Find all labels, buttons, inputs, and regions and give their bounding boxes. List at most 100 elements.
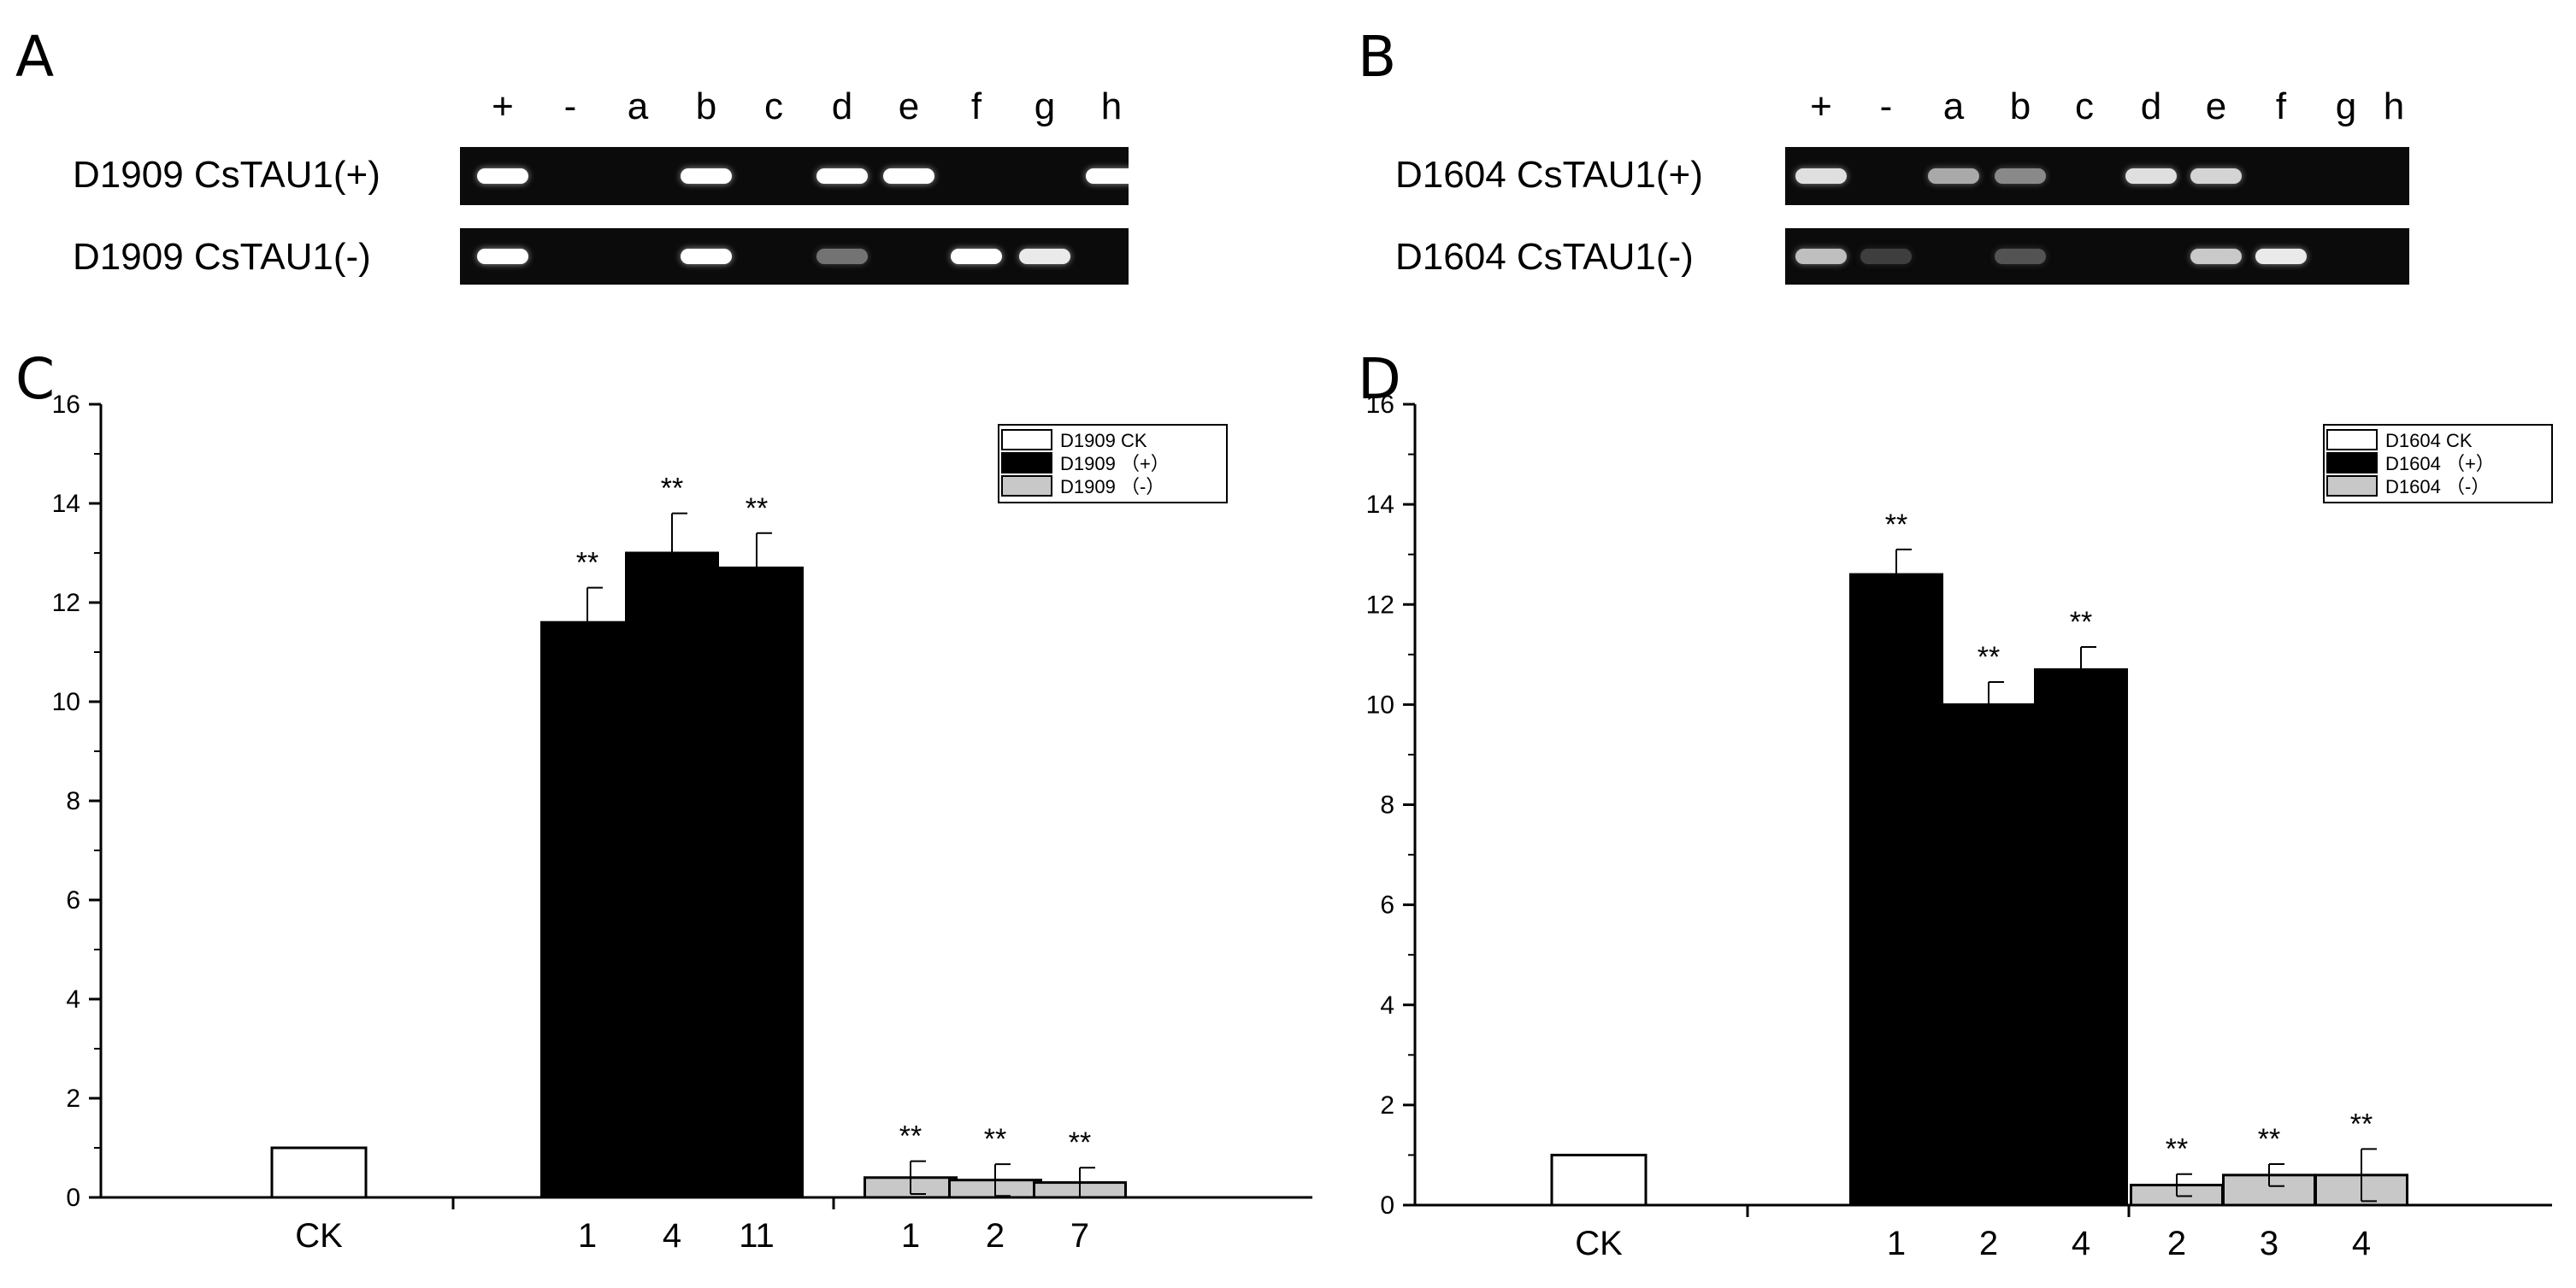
legend-swatch <box>2326 475 2378 497</box>
x-tick-label: 1 <box>1887 1225 1906 1262</box>
panel-letter-d: D <box>1358 346 1401 412</box>
legend-swatch <box>1001 429 1052 450</box>
gel-band <box>816 249 868 264</box>
significance-label: ** <box>1978 641 2000 673</box>
y-tick-label: 6 <box>1380 891 1394 920</box>
gel-b-lane-label: + <box>1810 85 1832 127</box>
legend-label: D1909 （+） <box>1060 453 1170 474</box>
legend-label: D1604 CK <box>2385 430 2473 451</box>
gel-a-row1-label: D1909 CsTAU1(+) <box>73 154 380 196</box>
gel-b-lane-label: c <box>2075 85 2094 127</box>
bar <box>710 566 804 1199</box>
legend-swatch <box>1001 475 1052 497</box>
x-tick-label: 7 <box>1070 1217 1089 1255</box>
gel-band <box>951 249 1002 264</box>
panel-letter-c: C <box>15 346 56 412</box>
gel-a-lane-label: h <box>1100 85 1123 127</box>
bar <box>625 551 719 1199</box>
gel-b-lane-label: g <box>2335 85 2357 127</box>
gel-b-row1-image <box>1785 147 2409 205</box>
gel-b-lane-label: b <box>2009 85 2031 127</box>
significance-label: ** <box>1069 1126 1091 1159</box>
significance-label: ** <box>2166 1133 2188 1166</box>
y-tick-label: 14 <box>52 490 80 518</box>
panel-letter-b: B <box>1358 24 1397 90</box>
legend-swatch <box>2326 452 2378 473</box>
gel-a-row2-image <box>460 228 1129 285</box>
gel-a-lane-label: d <box>831 85 853 127</box>
significance-label: ** <box>2350 1108 2373 1140</box>
gel-band <box>681 249 732 264</box>
y-tick-label: 4 <box>1380 991 1394 1020</box>
significance-label: ** <box>1885 509 1907 541</box>
gel-a-row1-image <box>460 147 1137 205</box>
gel-b-lane-label: f <box>2275 85 2287 127</box>
y-tick-label: 14 <box>1366 491 1394 519</box>
gel-a-lane-label: b <box>695 85 717 127</box>
gel-b-lane-label: h <box>2383 85 2405 127</box>
gel-b-lane-label: e <box>2205 85 2227 127</box>
gel-b-lane-label: d <box>2140 85 2162 127</box>
bar <box>270 1146 368 1199</box>
y-tick-label: 16 <box>1366 391 1394 419</box>
y-tick-label: 4 <box>66 985 80 1014</box>
gel-a-row2-label: D1909 CsTAU1(-) <box>73 236 371 278</box>
y-tick-label: 0 <box>66 1184 80 1212</box>
gel-band <box>2255 249 2307 264</box>
bar <box>2034 668 2128 1207</box>
gel-band <box>2190 249 2242 264</box>
x-tick-label: 1 <box>578 1217 597 1255</box>
gel-band <box>883 168 934 184</box>
x-tick-label: 2 <box>986 1217 1005 1255</box>
x-group-label: CK <box>295 1217 343 1255</box>
x-tick-label: 11 <box>739 1217 775 1255</box>
x-tick-label: 2 <box>1979 1225 1998 1262</box>
x-tick-label: 4 <box>2352 1225 2371 1262</box>
gel-a-lane-label: g <box>1034 85 1056 127</box>
significance-label: ** <box>661 473 683 505</box>
y-tick-label: 12 <box>1366 591 1394 619</box>
x-tick-label: 4 <box>663 1217 681 1255</box>
gel-b-row1-label: D1604 CsTAU1(+) <box>1395 154 1703 196</box>
y-tick-label: 0 <box>1380 1191 1394 1220</box>
significance-label: ** <box>2070 606 2092 638</box>
y-tick-label: 6 <box>66 886 80 915</box>
gel-b-lane-label: a <box>1942 85 1965 127</box>
significance-label: ** <box>2258 1123 2280 1156</box>
gel-a-lane-label: c <box>764 85 783 127</box>
x-tick-label: 4 <box>2072 1225 2090 1262</box>
y-tick-label: 2 <box>66 1085 80 1113</box>
bar <box>540 620 634 1199</box>
y-tick-label: 16 <box>52 391 80 419</box>
gel-band <box>1795 168 1847 184</box>
x-tick-label: 3 <box>2260 1225 2278 1262</box>
gel-b-lane-label: - <box>1879 85 1893 127</box>
gel-band <box>1928 168 1979 184</box>
gel-band <box>1860 249 1912 264</box>
significance-label: ** <box>984 1123 1006 1156</box>
y-tick-label: 2 <box>1380 1091 1394 1120</box>
significance-label: ** <box>899 1120 922 1153</box>
gel-band <box>2190 168 2242 184</box>
x-tick-label: 2 <box>2167 1225 2186 1262</box>
x-tick-label: 1 <box>901 1217 920 1255</box>
gel-b-row2-label: D1604 CsTAU1(-) <box>1395 236 1694 278</box>
y-tick-label: 8 <box>1380 791 1394 820</box>
gel-a-lane-label: - <box>563 85 577 127</box>
legend-swatch <box>1001 452 1052 473</box>
panel-letter-a: A <box>15 24 55 90</box>
gel-band <box>1019 249 1070 264</box>
gel-a-lane-label: e <box>898 85 920 127</box>
gel-band <box>1995 168 2046 184</box>
gel-band <box>477 168 528 184</box>
y-tick-label: 8 <box>66 787 80 815</box>
bar <box>1550 1153 1648 1207</box>
legend-label: D1604 （-） <box>2385 476 2490 497</box>
legend-label: D1909 CK <box>1060 430 1147 451</box>
y-tick-label: 10 <box>52 688 80 716</box>
legend-label: D1604 （+） <box>2385 453 2495 474</box>
legend-label: D1909 （-） <box>1060 476 1164 497</box>
gel-band <box>477 249 528 264</box>
gel-a-lane-label: + <box>492 85 514 127</box>
